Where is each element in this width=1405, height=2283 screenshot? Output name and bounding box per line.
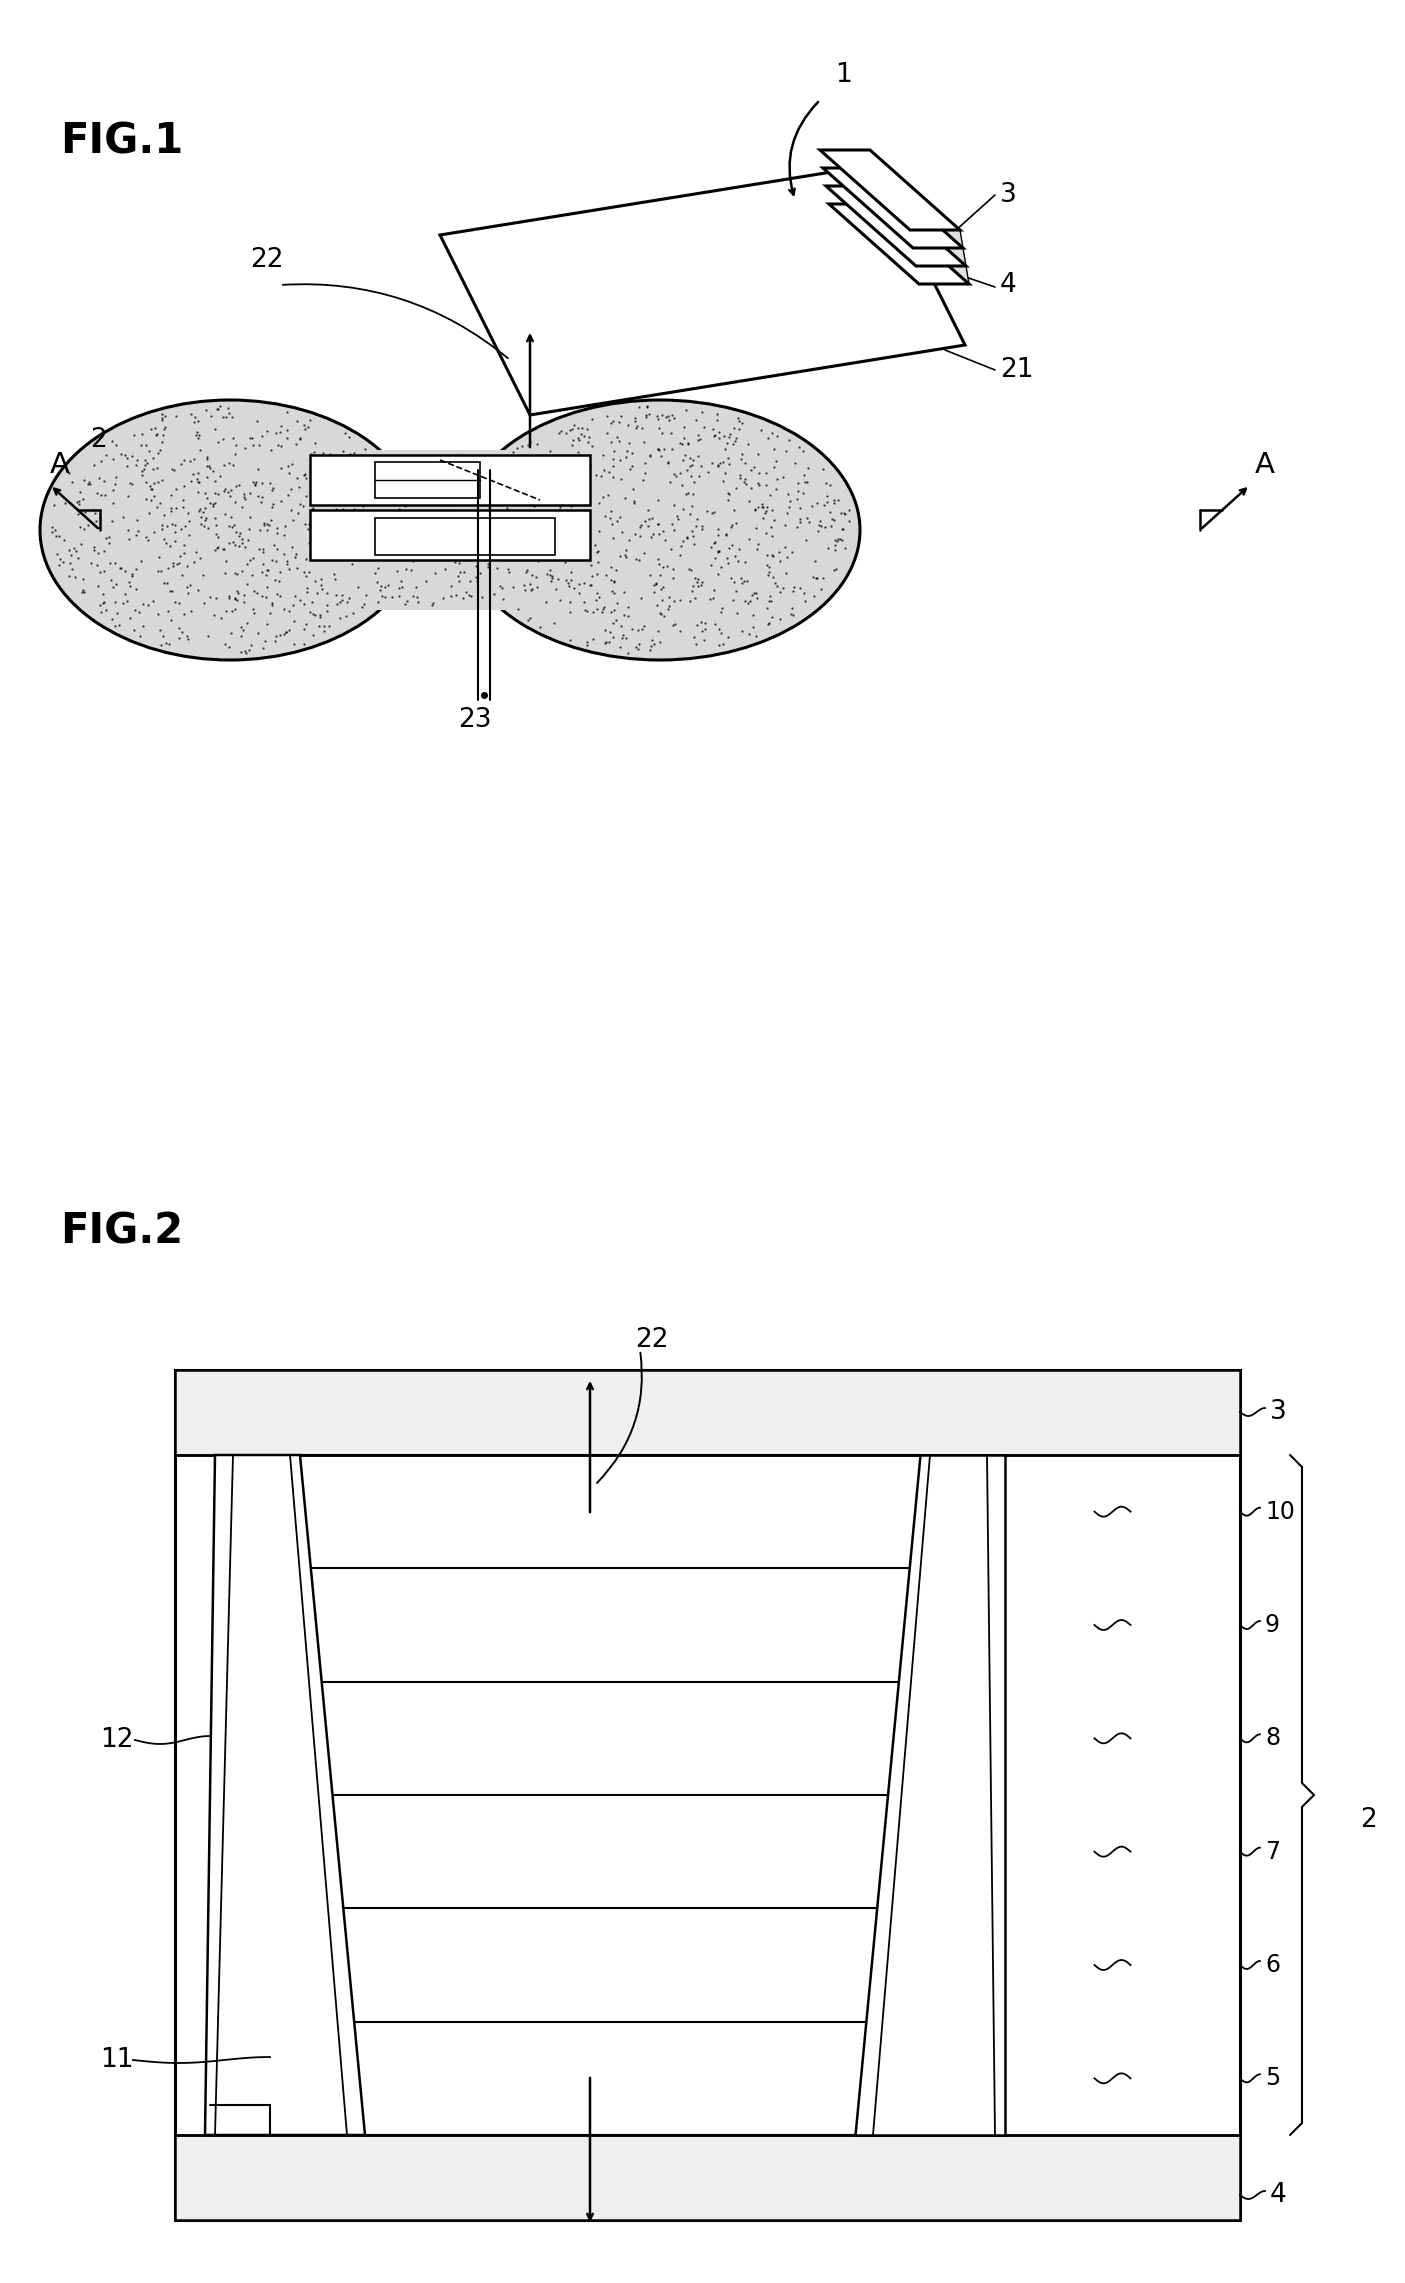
- Text: 21: 21: [1000, 356, 1034, 384]
- Ellipse shape: [459, 400, 860, 660]
- Text: 3: 3: [1270, 1399, 1287, 1425]
- Text: 3: 3: [1000, 183, 1017, 208]
- Text: 23: 23: [458, 708, 492, 733]
- Text: FIG.1: FIG.1: [60, 121, 183, 162]
- Polygon shape: [916, 267, 969, 283]
- Text: FIG.2: FIG.2: [60, 1210, 183, 1251]
- Text: A: A: [51, 452, 70, 479]
- Text: 2: 2: [1360, 1808, 1377, 1833]
- Polygon shape: [176, 2135, 1241, 2219]
- Polygon shape: [910, 231, 962, 249]
- Text: 5: 5: [1264, 2066, 1280, 2091]
- Polygon shape: [823, 169, 962, 249]
- Polygon shape: [375, 461, 481, 498]
- Polygon shape: [375, 518, 555, 555]
- Polygon shape: [250, 450, 641, 610]
- Polygon shape: [311, 509, 590, 559]
- Text: 12: 12: [100, 1726, 133, 1753]
- Polygon shape: [176, 1370, 1241, 1454]
- Text: 4: 4: [1000, 272, 1017, 299]
- Ellipse shape: [39, 400, 420, 660]
- Text: 11: 11: [100, 2048, 133, 2073]
- Polygon shape: [856, 1454, 1005, 2135]
- Text: 1: 1: [835, 62, 851, 89]
- Polygon shape: [176, 1370, 1241, 2219]
- Polygon shape: [440, 164, 965, 416]
- Text: 2: 2: [90, 427, 107, 452]
- Text: 10: 10: [1264, 1500, 1295, 1523]
- Text: 8: 8: [1264, 1726, 1280, 1751]
- Polygon shape: [829, 203, 969, 283]
- Text: 4: 4: [1270, 2183, 1287, 2208]
- Polygon shape: [311, 454, 590, 505]
- Polygon shape: [826, 185, 967, 267]
- Text: A: A: [1255, 452, 1274, 479]
- Text: 9: 9: [1264, 1614, 1280, 1637]
- Polygon shape: [205, 1454, 365, 2135]
- Polygon shape: [821, 151, 960, 231]
- Polygon shape: [913, 249, 967, 267]
- Text: 6: 6: [1264, 1952, 1280, 1977]
- Text: 22: 22: [250, 247, 284, 274]
- Text: 22: 22: [635, 1326, 669, 1354]
- Text: 7: 7: [1264, 1840, 1280, 1863]
